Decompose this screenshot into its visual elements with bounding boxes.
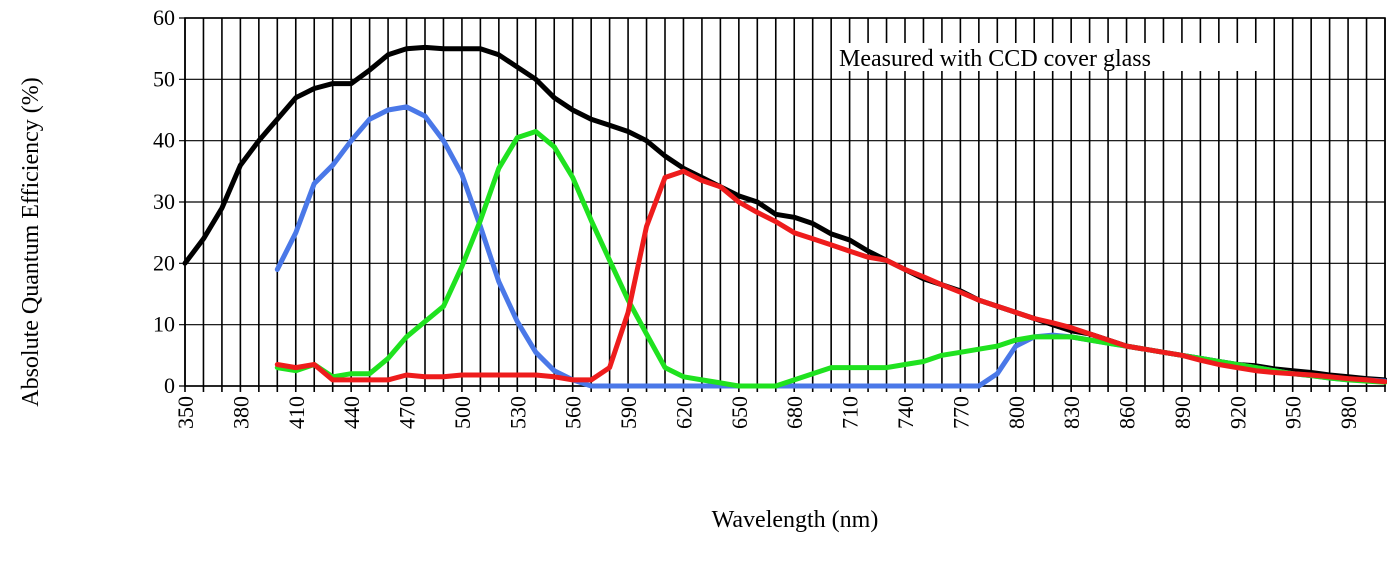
x-tick-label: 800	[1004, 396, 1029, 429]
x-tick-label: 620	[672, 396, 697, 429]
x-tick-label: 380	[228, 396, 253, 429]
y-tick-labels: 0 10 20 30 40 50 60	[153, 5, 175, 398]
x-tick-label: 860	[1115, 396, 1140, 429]
x-tick-label: 710	[838, 396, 863, 429]
x-axis-label: Wavelength (nm)	[712, 507, 879, 533]
x-tick-label: 680	[782, 396, 807, 429]
x-tick-label: 920	[1225, 396, 1250, 429]
grid	[179, 17, 1386, 392]
x-tick-label: 470	[395, 396, 420, 429]
x-tick-label: 740	[893, 396, 918, 429]
x-tick-labels: 350 380 410 440 470 500 530 560 590 620 650 680 710 7…	[173, 396, 1361, 429]
y-tick-label: 40	[153, 128, 175, 153]
x-tick-label: 440	[339, 396, 364, 429]
y-tick-label: 0	[164, 373, 175, 398]
x-tick-label: 650	[727, 396, 752, 429]
x-tick-label: 770	[948, 396, 973, 429]
annotation-box	[833, 43, 1261, 71]
x-tick-label: 500	[450, 396, 475, 429]
annotation-text: Measured with CCD cover glass	[839, 46, 1151, 72]
x-tick-label: 560	[561, 396, 586, 429]
y-axis-label: Absolute Quantum Efficiency (%)	[18, 77, 44, 406]
x-tick-label: 530	[505, 396, 530, 429]
x-tick-label: 980	[1336, 396, 1361, 429]
x-tick-label: 890	[1170, 396, 1195, 429]
x-tick-label: 950	[1281, 396, 1306, 429]
x-tick-label: 410	[284, 396, 309, 429]
y-tick-label: 30	[153, 189, 175, 214]
x-tick-label: 830	[1059, 396, 1084, 429]
series-lines	[182, 44, 1387, 389]
y-tick-label: 60	[153, 5, 175, 30]
x-tick-label: 350	[173, 396, 198, 429]
series-line-4	[274, 168, 1387, 385]
y-tick-label: 10	[153, 312, 175, 337]
y-tick-label: 20	[153, 250, 175, 275]
x-tick-label: 590	[616, 396, 641, 429]
y-tick-label: 50	[153, 66, 175, 91]
